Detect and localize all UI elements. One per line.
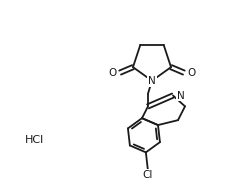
Text: N: N [177,90,185,100]
Text: N: N [148,76,156,86]
Text: Cl: Cl [142,170,153,180]
Text: O: O [109,68,117,78]
Text: HCl: HCl [25,135,45,145]
Text: O: O [187,68,195,78]
